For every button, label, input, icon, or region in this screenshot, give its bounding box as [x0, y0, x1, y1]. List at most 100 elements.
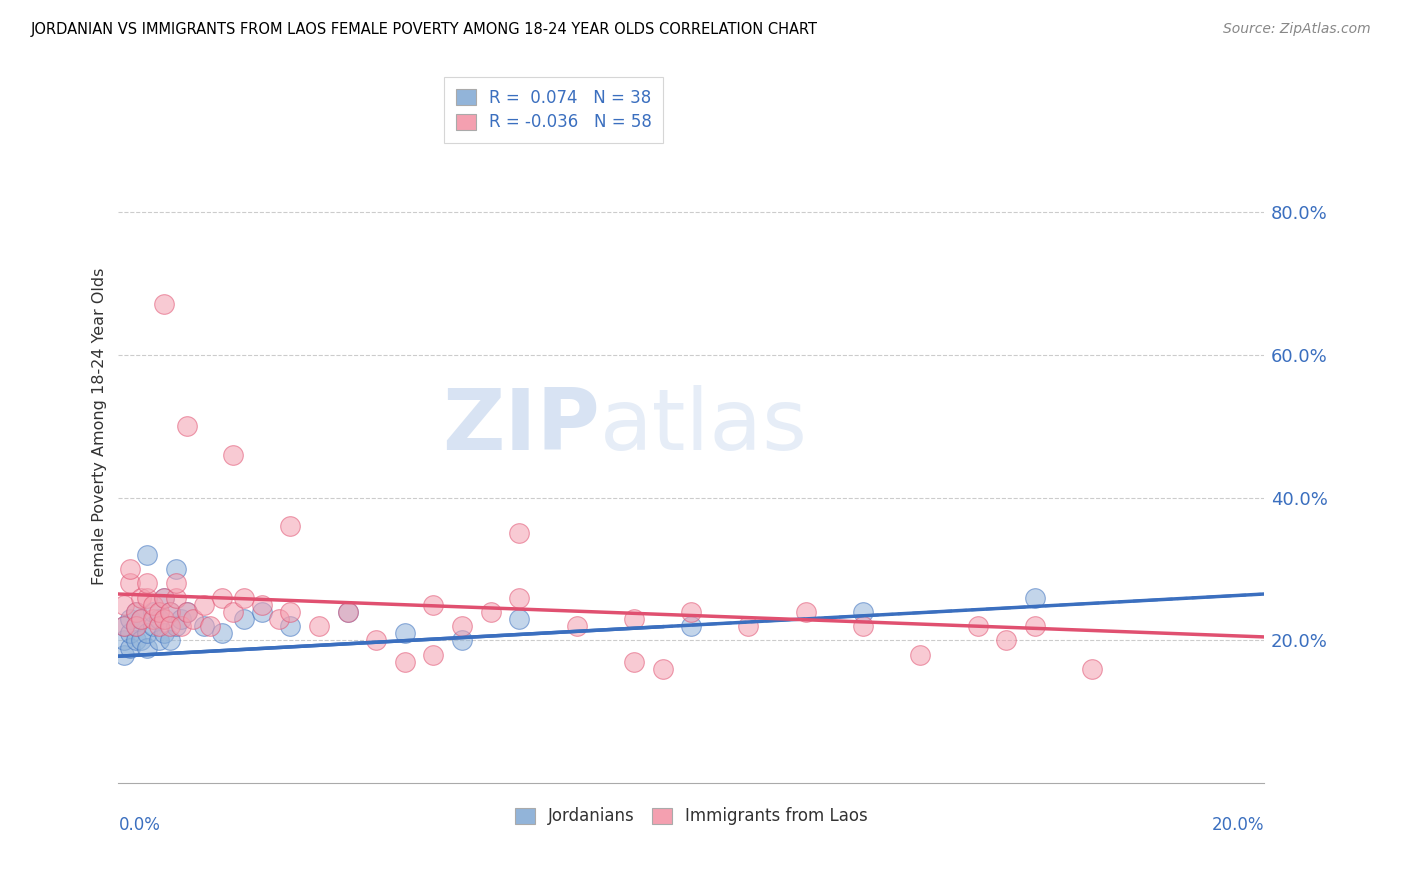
Point — [118, 640, 141, 655]
Point — [159, 619, 181, 633]
Point — [124, 605, 146, 619]
Point — [479, 605, 502, 619]
Point — [250, 605, 273, 619]
Point — [148, 612, 170, 626]
Point — [681, 619, 703, 633]
Point — [451, 619, 474, 633]
Point — [651, 662, 673, 676]
Point — [136, 548, 159, 562]
Point — [422, 598, 444, 612]
Point — [118, 612, 141, 626]
Point — [131, 591, 153, 605]
Point — [148, 633, 170, 648]
Point — [159, 633, 181, 648]
Point — [131, 612, 153, 626]
Point — [211, 626, 233, 640]
Text: Source: ZipAtlas.com: Source: ZipAtlas.com — [1223, 22, 1371, 37]
Point — [112, 619, 135, 633]
Point — [112, 598, 135, 612]
Point — [198, 619, 221, 633]
Point — [681, 605, 703, 619]
Point — [623, 612, 645, 626]
Point — [267, 612, 290, 626]
Point — [112, 633, 135, 648]
Point — [153, 612, 176, 626]
Point — [394, 626, 416, 640]
Point — [1024, 619, 1046, 633]
Text: atlas: atlas — [599, 384, 807, 467]
Point — [422, 648, 444, 662]
Point — [176, 419, 198, 434]
Point — [176, 605, 198, 619]
Text: 0.0%: 0.0% — [118, 815, 160, 834]
Point — [995, 633, 1018, 648]
Point — [142, 612, 165, 626]
Point — [852, 605, 875, 619]
Point — [124, 633, 146, 648]
Point — [165, 591, 187, 605]
Point — [118, 576, 141, 591]
Point — [623, 655, 645, 669]
Point — [508, 591, 530, 605]
Point — [118, 626, 141, 640]
Point — [136, 640, 159, 655]
Point — [142, 605, 165, 619]
Point — [176, 605, 198, 619]
Point — [1024, 591, 1046, 605]
Point — [112, 619, 135, 633]
Point — [222, 448, 245, 462]
Point — [508, 526, 530, 541]
Point — [165, 619, 187, 633]
Text: ZIP: ZIP — [441, 384, 599, 467]
Point — [910, 648, 932, 662]
Point — [250, 598, 273, 612]
Point — [222, 605, 245, 619]
Point — [131, 633, 153, 648]
Point — [159, 605, 181, 619]
Legend: Jordanians, Immigrants from Laos: Jordanians, Immigrants from Laos — [515, 807, 868, 825]
Point — [112, 648, 135, 662]
Point — [278, 605, 301, 619]
Point — [737, 619, 759, 633]
Point — [170, 612, 193, 626]
Point — [181, 612, 204, 626]
Y-axis label: Female Poverty Among 18-24 Year Olds: Female Poverty Among 18-24 Year Olds — [93, 268, 107, 584]
Point — [508, 612, 530, 626]
Point — [118, 562, 141, 576]
Point — [308, 619, 330, 633]
Point — [394, 655, 416, 669]
Point — [153, 591, 176, 605]
Point — [794, 605, 817, 619]
Point — [170, 619, 193, 633]
Point — [565, 619, 588, 633]
Point — [153, 591, 176, 605]
Point — [233, 612, 256, 626]
Point — [451, 633, 474, 648]
Point — [211, 591, 233, 605]
Point — [278, 619, 301, 633]
Point — [142, 598, 165, 612]
Point — [1081, 662, 1104, 676]
Point — [366, 633, 388, 648]
Point — [148, 605, 170, 619]
Point — [336, 605, 359, 619]
Point — [159, 605, 181, 619]
Point — [136, 626, 159, 640]
Point — [153, 626, 176, 640]
Point — [148, 619, 170, 633]
Point — [165, 562, 187, 576]
Point — [193, 598, 215, 612]
Point — [136, 576, 159, 591]
Point — [142, 619, 165, 633]
Point — [966, 619, 988, 633]
Point — [278, 519, 301, 533]
Text: 20.0%: 20.0% — [1212, 815, 1264, 834]
Text: JORDANIAN VS IMMIGRANTS FROM LAOS FEMALE POVERTY AMONG 18-24 YEAR OLDS CORRELATI: JORDANIAN VS IMMIGRANTS FROM LAOS FEMALE… — [31, 22, 818, 37]
Point — [124, 619, 146, 633]
Point — [131, 612, 153, 626]
Point — [124, 619, 146, 633]
Point — [336, 605, 359, 619]
Point — [136, 591, 159, 605]
Point — [165, 576, 187, 591]
Point — [233, 591, 256, 605]
